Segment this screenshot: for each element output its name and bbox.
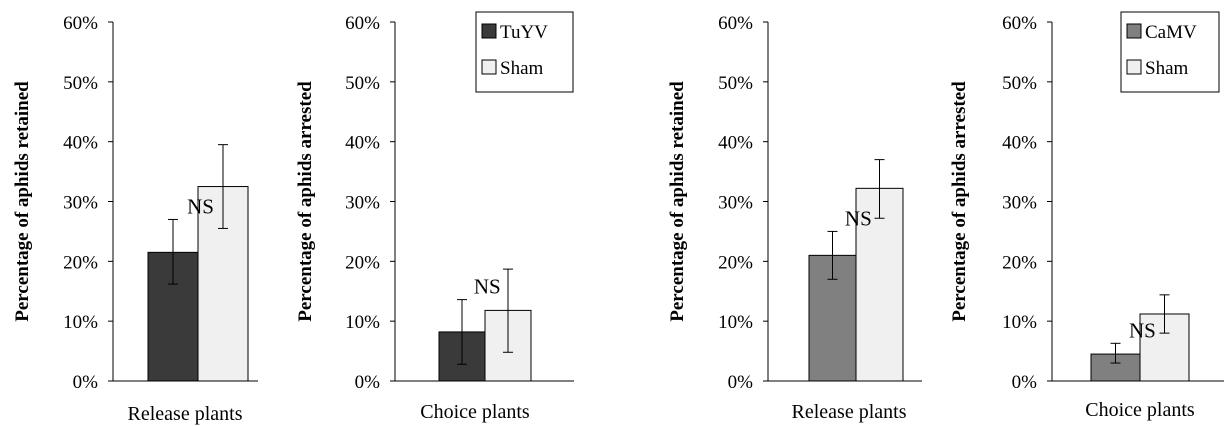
legend: CaMV Sham (1120, 11, 1220, 93)
y-tick-label: 30% (718, 193, 753, 214)
y-tick-label: 30% (1002, 193, 1037, 214)
y-tick-label: 0% (73, 372, 99, 393)
y-tick-label: 60% (1002, 13, 1037, 34)
y-tick-label: 10% (718, 312, 753, 333)
y-tick-label: 30% (345, 193, 380, 214)
y-tick-label: 50% (1002, 73, 1037, 94)
y-axis-label: Percentage of aphids retained (12, 81, 33, 322)
y-tick-label: 50% (345, 73, 380, 94)
y-tick-label: 0% (355, 372, 381, 393)
y-tick-label: 20% (63, 252, 98, 273)
significance-label: NS (1129, 318, 1156, 342)
y-tick-label: 60% (345, 13, 380, 34)
y-tick-label: 40% (63, 133, 98, 154)
x-category-label: Release plants (792, 401, 907, 423)
legend-label: TuYV (500, 22, 548, 43)
legend-label: Sham (1145, 58, 1189, 79)
bar-camv (1090, 353, 1141, 382)
y-axis-label: Percentage of aphids retained (667, 81, 688, 322)
y-tick-label: 10% (63, 312, 98, 333)
y-tick-label: 60% (718, 13, 753, 34)
y-tick-label: 60% (63, 13, 98, 34)
legend-swatch-sham (481, 59, 497, 75)
chart-panel-2: 0% 10% 20% 30% 40% 50% 60% NS Choice plants Perce… (295, 11, 574, 423)
significance-label: NS (474, 275, 501, 299)
significance-label: NS (845, 206, 872, 230)
significance-label: NS (187, 194, 214, 218)
chart-panel-1: 0% 10% 20% 30% 40% 50% 60% NS Release plants Perc… (12, 13, 258, 425)
y-tick-label: 30% (63, 193, 98, 214)
y-tick-label: 20% (345, 252, 380, 273)
legend-label: Sham (500, 58, 544, 79)
chart-panel-3: 0% 10% 20% 30% 40% 50% 60% NS Release plants Perc… (667, 13, 922, 423)
y-axis-label: Percentage of aphids arrested (949, 81, 970, 322)
y-tick-label: 20% (718, 252, 753, 273)
x-category-label: Choice plants (420, 401, 530, 423)
y-tick-label: 40% (1002, 133, 1037, 154)
x-category-label: Choice plants (1085, 399, 1195, 421)
legend-swatch-sham (1126, 59, 1142, 75)
y-tick-label: 10% (345, 312, 380, 333)
y-tick-label: 10% (1002, 312, 1037, 333)
legend-swatch-camv (1126, 23, 1142, 39)
y-tick-label: 50% (63, 73, 98, 94)
y-axis-label: Percentage of aphids arrested (295, 81, 316, 322)
y-tick-label: 40% (718, 133, 753, 154)
legend: TuYV Sham (475, 11, 574, 93)
chart-panel-4: 0% 10% 20% 30% 40% 50% 60% NS Choice plants Perce… (949, 11, 1224, 421)
y-tick-label: 50% (718, 73, 753, 94)
legend-swatch-tuyv (481, 23, 497, 39)
y-tick-label: 40% (345, 133, 380, 154)
y-tick-label: 0% (728, 372, 754, 393)
legend-label: CaMV (1145, 22, 1197, 43)
x-category-label: Release plants (128, 403, 243, 425)
y-tick-label: 0% (1012, 372, 1038, 393)
bar-sham (855, 187, 904, 382)
y-tick-label: 20% (1002, 252, 1037, 273)
